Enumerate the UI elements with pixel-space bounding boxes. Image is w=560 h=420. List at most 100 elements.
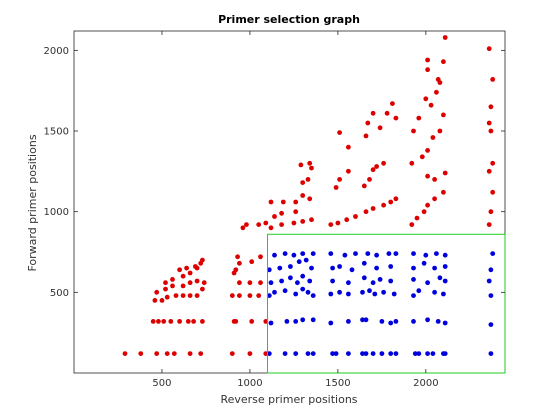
data-point-series-1 (300, 193, 306, 198)
data-point-series-2 (346, 280, 351, 286)
data-point-series-1 (194, 278, 200, 284)
data-point-series-1 (381, 160, 386, 166)
data-point-series-1 (263, 319, 269, 324)
data-point-series-1 (384, 110, 390, 116)
data-point-series-2 (411, 277, 416, 282)
data-point-series-2 (346, 291, 351, 297)
data-point-series-1 (122, 351, 128, 356)
data-point-series-1 (409, 160, 415, 166)
data-point-series-1 (393, 196, 399, 202)
data-point-series-2 (388, 320, 394, 326)
data-point-series-1 (256, 222, 262, 228)
data-point-series-1 (237, 260, 242, 266)
data-point-series-1 (333, 185, 339, 190)
data-point-series-1 (300, 180, 306, 186)
data-point-series-1 (184, 265, 190, 271)
data-point-series-2 (425, 351, 430, 356)
y-axis-label: Forward primer positions (26, 134, 39, 271)
data-point-series-1 (240, 225, 246, 231)
data-point-series-2 (393, 251, 399, 256)
data-point-series-1 (159, 298, 165, 303)
data-point-series-2 (442, 264, 448, 269)
data-point-series-2 (361, 260, 367, 266)
data-point-series-1 (194, 293, 200, 298)
data-point-series-2 (282, 288, 288, 294)
data-point-series-2 (360, 317, 365, 323)
data-point-series-1 (164, 294, 170, 300)
data-point-series-2 (381, 289, 386, 295)
data-point-series-2 (266, 293, 272, 298)
data-point-series-2 (349, 267, 355, 273)
data-point-series-1 (187, 270, 193, 276)
data-point-series-1 (280, 199, 286, 205)
data-point-series-1 (180, 283, 186, 289)
data-point-series-1 (441, 59, 446, 65)
data-point-series-2 (393, 319, 399, 324)
x-tick-label: 2000 (413, 378, 438, 389)
y-tick-label: 1500 (44, 127, 69, 138)
data-point-series-1 (486, 222, 492, 228)
data-point-series-2 (432, 265, 437, 271)
data-point-series-1 (346, 144, 351, 150)
data-point-series-2 (328, 291, 334, 297)
data-point-series-1 (152, 298, 158, 303)
data-point-series-2 (360, 351, 365, 356)
data-point-series-2 (309, 265, 314, 271)
data-point-series-1 (237, 280, 242, 286)
data-point-series-2 (303, 257, 309, 263)
data-point-series-1 (486, 168, 492, 174)
data-point-series-1 (365, 120, 371, 126)
data-point-series-1 (150, 319, 156, 324)
data-point-series-1 (173, 293, 179, 298)
data-point-series-2 (486, 278, 492, 284)
data-point-series-1 (416, 115, 422, 121)
data-point-series-2 (430, 351, 436, 356)
data-point-series-1 (425, 173, 430, 179)
data-point-series-1 (305, 177, 311, 182)
data-point-series-1 (200, 319, 205, 324)
data-point-series-1 (300, 219, 306, 224)
y-tick-label: 500 (50, 288, 69, 299)
data-point-series-1 (307, 196, 313, 202)
data-point-series-2 (310, 251, 316, 256)
x-tick-label: 500 (152, 378, 171, 389)
data-point-series-1 (191, 319, 197, 324)
data-point-series-2 (330, 278, 335, 284)
data-point-series-1 (409, 222, 415, 228)
data-point-series-2 (411, 265, 416, 271)
data-point-series-2 (282, 251, 288, 256)
data-point-series-2 (310, 351, 316, 356)
data-point-series-2 (490, 251, 496, 256)
data-point-series-1 (229, 351, 235, 356)
data-point-series-2 (293, 351, 299, 356)
data-point-series-2 (333, 351, 339, 356)
data-point-series-2 (388, 264, 394, 269)
data-point-series-1 (229, 293, 235, 298)
data-point-series-1 (193, 264, 198, 269)
data-point-series-2 (442, 351, 448, 356)
data-point-series-1 (177, 319, 183, 324)
data-point-series-2 (388, 351, 394, 356)
data-point-series-2 (379, 319, 385, 324)
data-point-series-2 (266, 267, 272, 273)
data-point-series-2 (268, 280, 274, 286)
data-point-series-2 (488, 293, 494, 298)
data-point-series-1 (488, 209, 494, 215)
data-point-series-2 (442, 320, 448, 326)
x-tick-label: 1500 (325, 378, 350, 389)
plot-area: 500 1000 1500 2000 500 1000 1500 2000 (44, 30, 506, 389)
data-point-series-1 (421, 209, 427, 215)
data-point-series-1 (309, 217, 314, 223)
data-point-series-2 (416, 288, 422, 294)
data-point-series-1 (432, 177, 437, 182)
data-point-series-1 (180, 293, 186, 298)
data-point-series-1 (237, 293, 242, 298)
data-point-series-2 (488, 267, 494, 273)
data-point-series-2 (434, 251, 439, 256)
data-point-series-2 (268, 320, 274, 326)
data-point-series-1 (353, 214, 358, 219)
data-point-series-1 (168, 319, 174, 324)
data-point-series-1 (488, 128, 494, 134)
data-point-series-2 (310, 293, 316, 298)
data-point-series-1 (258, 254, 263, 260)
